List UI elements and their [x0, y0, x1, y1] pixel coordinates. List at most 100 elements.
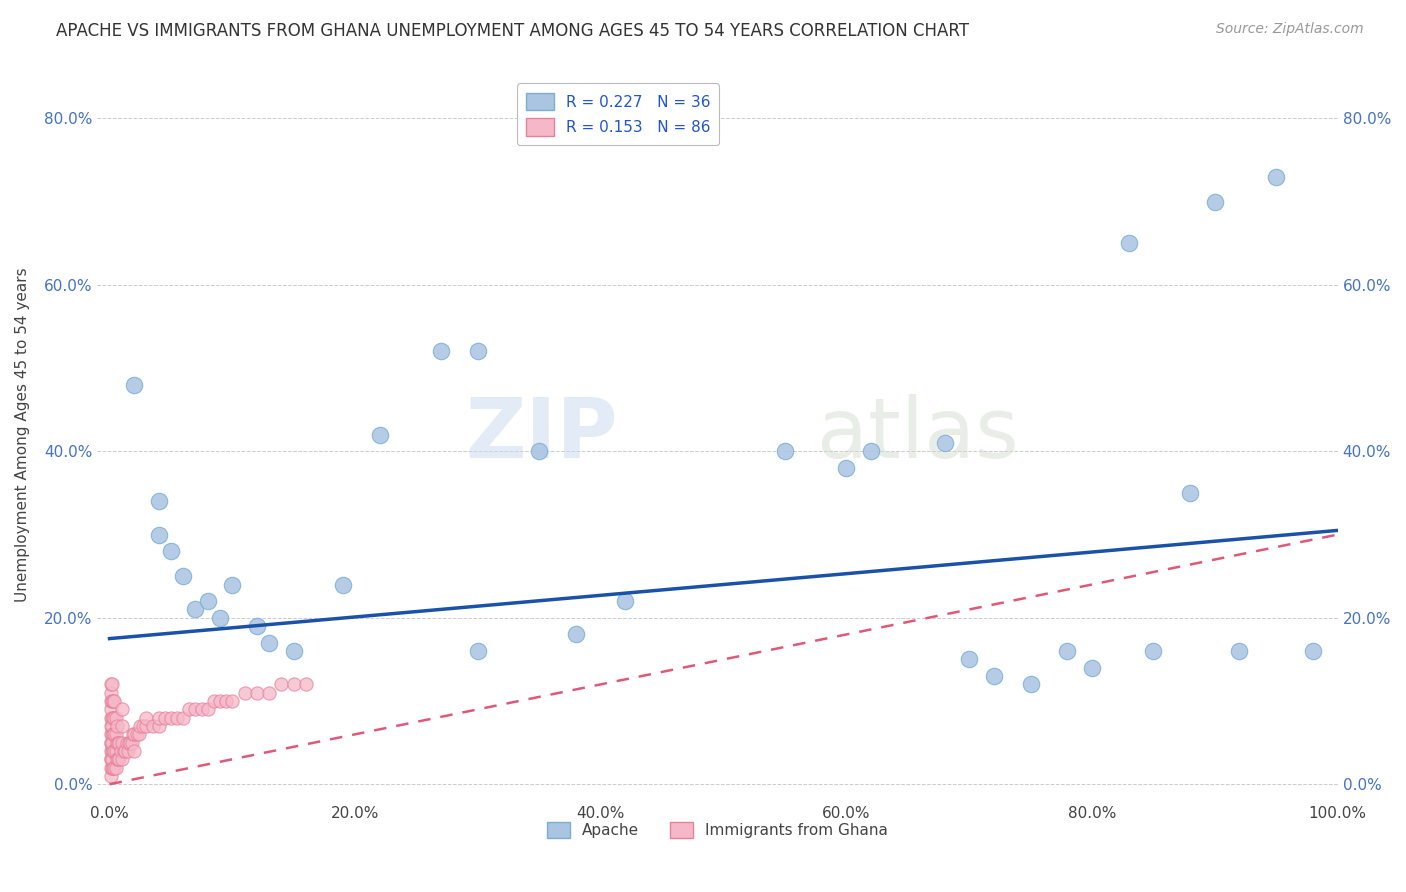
Point: [295, 677, 318, 691]
Point: [104, 727, 127, 741]
Point: [100, 727, 122, 741]
Point: [103, 727, 125, 741]
Point: [100, 761, 122, 775]
Point: [100, 736, 122, 750]
Point: [233, 686, 256, 700]
Point: [101, 752, 124, 766]
Point: [128, 727, 150, 741]
Point: [118, 736, 141, 750]
Point: [197, 702, 219, 716]
Point: [135, 719, 157, 733]
Point: [100, 744, 122, 758]
Point: [160, 711, 183, 725]
Point: [100, 686, 122, 700]
Point: [101, 677, 124, 691]
Point: [101, 727, 124, 741]
Point: [332, 577, 354, 591]
Point: [148, 494, 170, 508]
Point: [172, 569, 194, 583]
Point: [1142, 644, 1164, 658]
Point: [184, 702, 207, 716]
Point: [283, 677, 305, 691]
Point: [101, 719, 124, 733]
Point: [1118, 236, 1140, 251]
Point: [166, 711, 188, 725]
Point: [100, 702, 122, 716]
Point: [209, 611, 232, 625]
Legend: Apache, Immigrants from Ghana: Apache, Immigrants from Ghana: [541, 816, 894, 845]
Point: [101, 711, 124, 725]
Point: [112, 744, 135, 758]
Point: [246, 619, 269, 633]
Point: [105, 752, 128, 766]
Point: [179, 702, 201, 716]
Point: [368, 427, 391, 442]
Point: [148, 527, 170, 541]
Point: [122, 744, 145, 758]
Point: [153, 711, 176, 725]
Point: [103, 711, 125, 725]
Point: [115, 736, 138, 750]
Point: [104, 711, 127, 725]
Point: [773, 444, 796, 458]
Point: [104, 761, 127, 775]
Point: [100, 694, 122, 708]
Point: [283, 644, 305, 658]
Point: [103, 761, 125, 775]
Point: [111, 752, 134, 766]
Point: [190, 702, 212, 716]
Point: [221, 694, 243, 708]
Point: [108, 736, 131, 750]
Point: [103, 761, 125, 775]
Point: [467, 644, 489, 658]
Point: [835, 461, 858, 475]
Point: [110, 744, 132, 758]
Point: [131, 719, 153, 733]
Point: [467, 344, 489, 359]
Point: [122, 727, 145, 741]
Point: [111, 702, 134, 716]
Point: [983, 669, 1005, 683]
Point: [101, 744, 124, 758]
Point: [103, 744, 125, 758]
Point: [209, 694, 232, 708]
Point: [105, 736, 128, 750]
Point: [221, 577, 243, 591]
Point: [120, 736, 142, 750]
Point: [1265, 169, 1288, 184]
Point: [614, 594, 637, 608]
Text: APACHE VS IMMIGRANTS FROM GHANA UNEMPLOYMENT AMONG AGES 45 TO 54 YEARS CORRELATI: APACHE VS IMMIGRANTS FROM GHANA UNEMPLOY…: [56, 22, 969, 40]
Point: [202, 694, 225, 708]
Point: [270, 677, 292, 691]
Point: [1302, 644, 1324, 658]
Point: [103, 711, 125, 725]
Point: [122, 377, 145, 392]
Point: [160, 544, 183, 558]
Point: [129, 719, 152, 733]
Point: [197, 594, 219, 608]
Point: [101, 736, 124, 750]
Point: [859, 444, 882, 458]
Point: [125, 727, 148, 741]
Point: [141, 719, 163, 733]
Point: [111, 719, 134, 733]
Point: [103, 727, 125, 741]
Point: [172, 711, 194, 725]
Point: [100, 711, 122, 725]
Point: [148, 711, 170, 725]
Point: [121, 736, 143, 750]
Point: [246, 686, 269, 700]
Point: [100, 677, 122, 691]
Point: [105, 719, 128, 733]
Point: [121, 727, 143, 741]
Point: [108, 752, 131, 766]
Point: [215, 694, 238, 708]
Text: Source: ZipAtlas.com: Source: ZipAtlas.com: [1216, 22, 1364, 37]
Point: [101, 694, 124, 708]
Text: ZIP: ZIP: [465, 394, 619, 475]
Point: [107, 752, 129, 766]
Point: [100, 719, 122, 733]
Point: [934, 436, 956, 450]
Point: [103, 694, 125, 708]
Point: [184, 602, 207, 616]
